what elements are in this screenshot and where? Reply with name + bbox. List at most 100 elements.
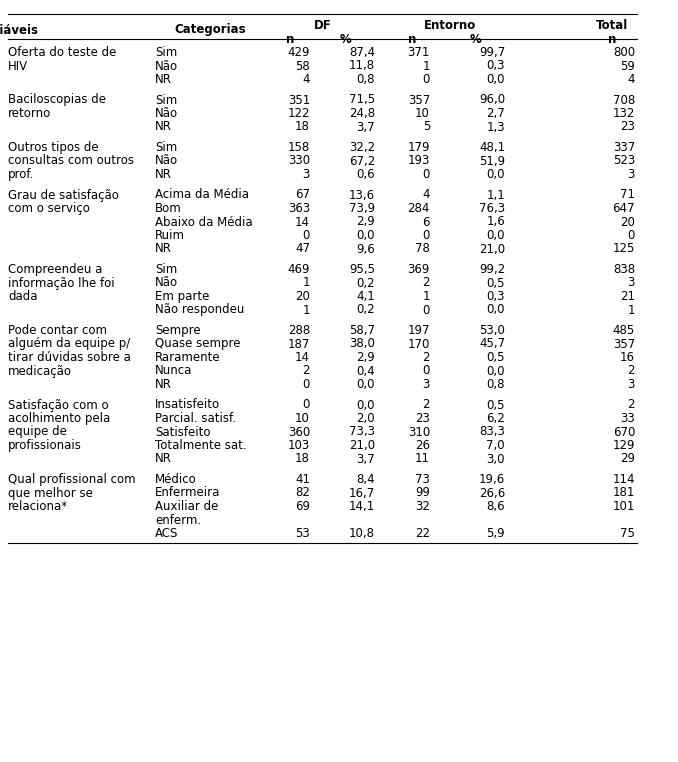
Text: 0,8: 0,8 [357,73,375,86]
Text: %: % [339,33,351,46]
Text: que melhor se: que melhor se [8,486,93,500]
Text: 29: 29 [620,453,635,466]
Text: 2,9: 2,9 [356,351,375,364]
Text: 45,7: 45,7 [479,338,505,351]
Text: Sim: Sim [155,141,177,154]
Text: 71,5: 71,5 [349,94,375,107]
Text: 4: 4 [302,73,310,86]
Text: 363: 363 [287,202,310,215]
Text: 0,0: 0,0 [487,73,505,86]
Text: 21,0: 21,0 [349,439,375,452]
Text: 59: 59 [620,59,635,72]
Text: 58,7: 58,7 [349,324,375,337]
Text: Não: Não [155,155,178,168]
Text: n: n [286,33,294,46]
Text: Compreendeu a: Compreendeu a [8,263,102,276]
Text: Qual profissional com: Qual profissional com [8,473,136,486]
Text: 99,7: 99,7 [479,46,505,59]
Text: 0,2: 0,2 [357,303,375,316]
Text: Categorias: Categorias [174,24,246,37]
Text: Pode contar com: Pode contar com [8,324,107,337]
Text: 33: 33 [620,412,635,425]
Text: medicação: medicação [8,364,72,377]
Text: 357: 357 [613,338,635,351]
Text: 21: 21 [620,290,635,303]
Text: 158: 158 [287,141,310,154]
Text: 99: 99 [415,486,430,500]
Text: 5,9: 5,9 [486,527,505,540]
Text: 1,1: 1,1 [486,188,505,201]
Text: Nunca: Nunca [155,364,193,377]
Text: 101: 101 [613,500,635,513]
Text: Em parte: Em parte [155,290,210,303]
Text: com o serviço: com o serviço [8,202,90,215]
Text: ACS: ACS [155,527,178,540]
Text: 197: 197 [407,324,430,337]
Text: 20: 20 [295,290,310,303]
Text: 69: 69 [295,500,310,513]
Text: relaciona*: relaciona* [8,500,68,513]
Text: 82: 82 [295,486,310,500]
Text: alguém da equipe p/: alguém da equipe p/ [8,338,130,351]
Text: 838: 838 [613,263,635,276]
Text: 3,7: 3,7 [357,453,375,466]
Text: 10: 10 [295,412,310,425]
Text: 67: 67 [295,188,310,201]
Text: 6: 6 [422,216,430,229]
Text: 1,3: 1,3 [486,120,505,133]
Text: profissionais: profissionais [8,439,82,452]
Text: acolhimento pela: acolhimento pela [8,412,111,425]
Text: Não: Não [155,107,178,120]
Text: 78: 78 [415,242,430,255]
Text: 4: 4 [422,188,430,201]
Text: 73,3: 73,3 [349,425,375,438]
Text: 4: 4 [628,73,635,86]
Text: 357: 357 [407,94,430,107]
Text: Abaixo da Média: Abaixo da Média [155,216,253,229]
Text: 132: 132 [613,107,635,120]
Text: Satisfação com o: Satisfação com o [8,399,108,411]
Text: 47: 47 [295,242,310,255]
Text: 0,0: 0,0 [487,168,505,181]
Text: 23: 23 [415,412,430,425]
Text: 2: 2 [628,364,635,377]
Text: 2: 2 [628,399,635,411]
Text: 67,2: 67,2 [348,155,375,168]
Text: 179: 179 [407,141,430,154]
Text: 19,6: 19,6 [479,473,505,486]
Text: 0,5: 0,5 [487,277,505,290]
Text: 0,3: 0,3 [487,59,505,72]
Text: Satisfeito: Satisfeito [155,425,210,438]
Text: 6,2: 6,2 [486,412,505,425]
Text: 76,3: 76,3 [479,202,505,215]
Text: n: n [608,33,617,46]
Text: 51,9: 51,9 [479,155,505,168]
Text: 8,4: 8,4 [357,473,375,486]
Text: 2: 2 [422,277,430,290]
Text: 114: 114 [612,473,635,486]
Text: 351: 351 [287,94,310,107]
Text: 1: 1 [422,290,430,303]
Text: 14,1: 14,1 [348,500,375,513]
Text: 18: 18 [295,120,310,133]
Text: 5: 5 [422,120,430,133]
Text: 0,0: 0,0 [357,399,375,411]
Text: 103: 103 [287,439,310,452]
Text: 469: 469 [287,263,310,276]
Text: Sim: Sim [155,46,177,59]
Text: 193: 193 [407,155,430,168]
Text: 429: 429 [287,46,310,59]
Text: 523: 523 [613,155,635,168]
Text: 13,6: 13,6 [349,188,375,201]
Text: Não respondeu: Não respondeu [155,303,244,316]
Text: 284: 284 [407,202,430,215]
Text: 8,6: 8,6 [486,500,505,513]
Text: 0,3: 0,3 [487,290,505,303]
Text: equipe de: equipe de [8,425,67,438]
Text: NR: NR [155,73,172,86]
Text: 1: 1 [302,303,310,316]
Text: 16: 16 [620,351,635,364]
Text: 129: 129 [612,439,635,452]
Text: 1: 1 [302,277,310,290]
Text: consultas com outros: consultas com outros [8,155,134,168]
